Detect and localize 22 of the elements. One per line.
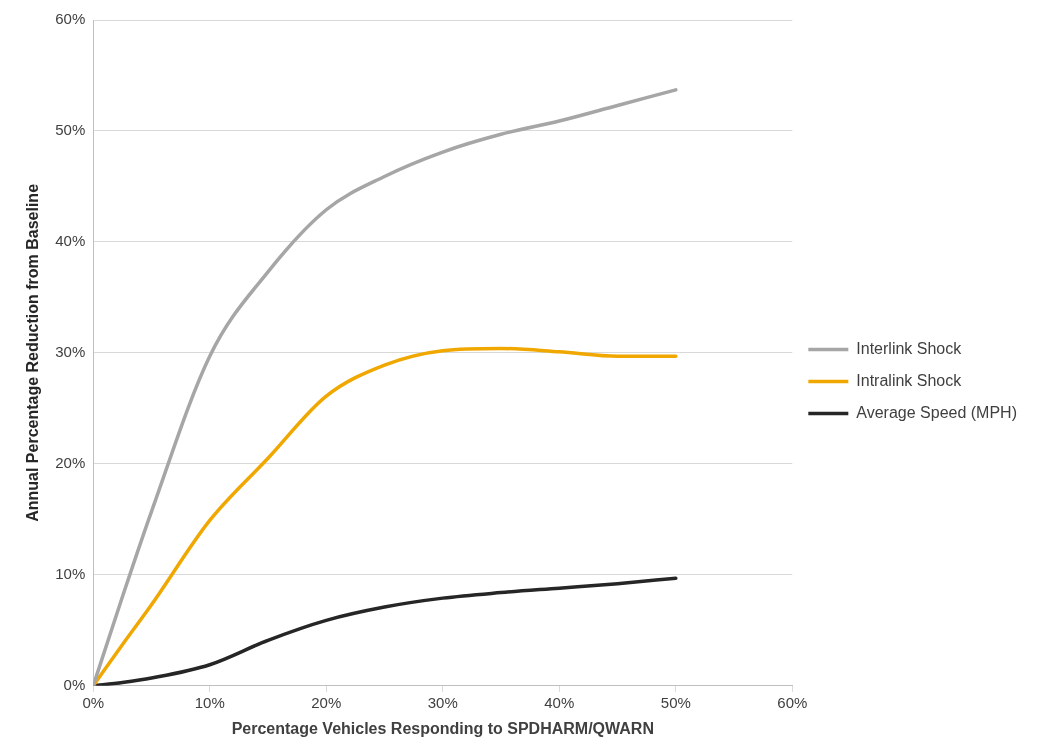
x-tick-label: 40% <box>544 693 575 711</box>
x-tick-label: 50% <box>660 693 691 711</box>
line-series <box>93 346 678 686</box>
x-tick-label: 60% <box>777 693 808 711</box>
x-tick-label: 0% <box>82 693 105 711</box>
line-series <box>93 576 678 686</box>
legend-label: Intralink Shock <box>856 371 963 389</box>
y-tick-label: 0% <box>63 675 86 693</box>
legend-label: Interlink Shock <box>856 339 963 357</box>
y-tick-label: 50% <box>55 121 86 139</box>
x-tick-label: 10% <box>194 693 225 711</box>
y-tick-label: 30% <box>55 343 86 361</box>
y-tick-label: 20% <box>55 454 86 472</box>
legend-label: Average Speed (MPH) <box>856 403 1017 421</box>
y-axis-title: Annual Percentage Reduction from Baseline <box>24 183 42 522</box>
x-axis-title: Percentage Vehicles Responding to SPDHARM/QWARN <box>231 719 654 737</box>
x-tick-label: 30% <box>427 693 458 711</box>
line-series <box>93 88 678 686</box>
y-tick-label: 10% <box>55 564 86 582</box>
y-tick-label: 40% <box>55 232 86 250</box>
x-tick-label: 20% <box>311 693 342 711</box>
y-tick-label: 60% <box>55 10 86 28</box>
